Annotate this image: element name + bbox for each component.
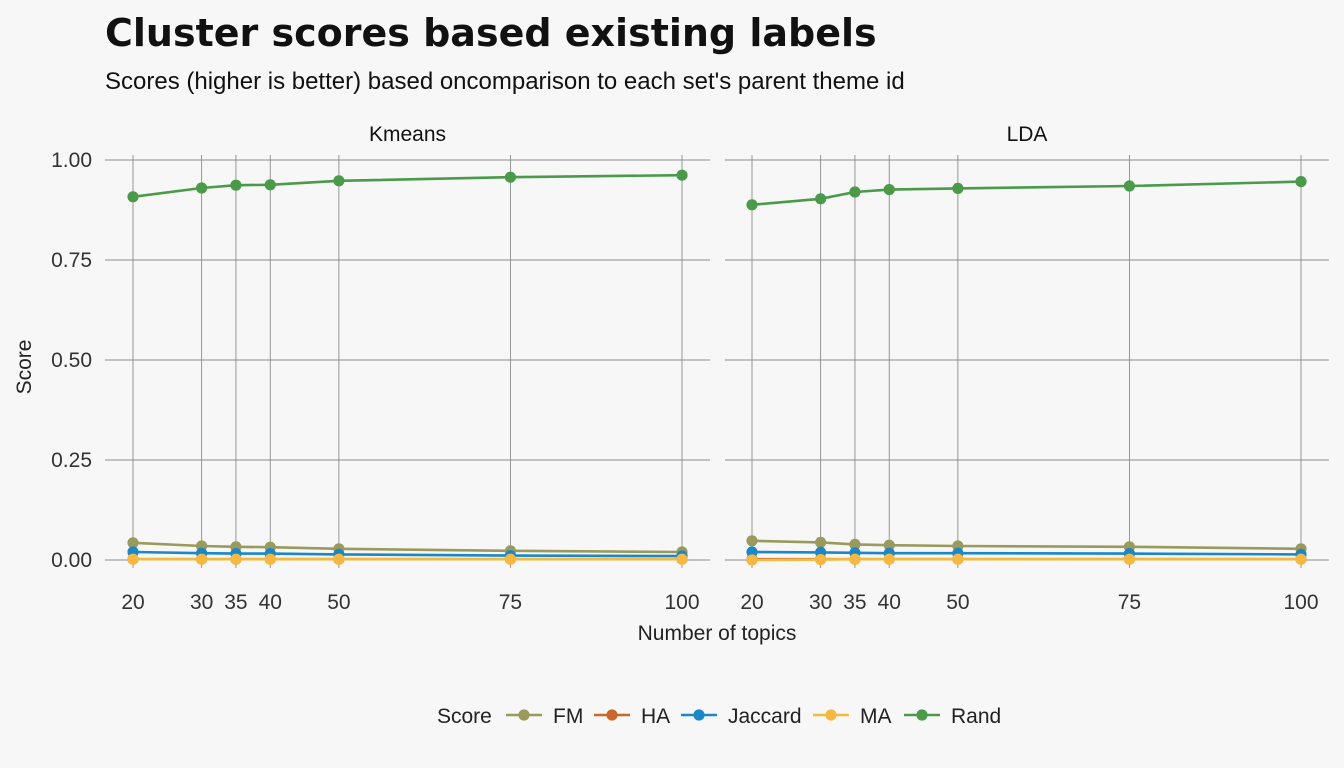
- y-tick-label: 0.50: [51, 349, 92, 372]
- legend-item-jaccard: Jaccard: [681, 705, 802, 728]
- series-line-ma: [751, 557, 1301, 562]
- x-tick-label: 50: [327, 591, 350, 614]
- data-point-ma: [952, 553, 964, 565]
- x-axis-title: Number of topics: [638, 622, 797, 645]
- data-point-fm: [127, 537, 139, 549]
- panel-label-kmeans: Kmeans: [369, 123, 446, 146]
- legend-label: HA: [641, 705, 670, 728]
- data-point-ma: [815, 554, 827, 566]
- legend-key-point: [825, 709, 837, 721]
- data-point-ma: [127, 553, 139, 565]
- legend-key-point: [916, 709, 928, 721]
- data-point-ma: [676, 553, 688, 565]
- panel-label-lda: LDA: [1007, 123, 1048, 146]
- data-point-ma: [1295, 553, 1307, 565]
- legend-item-rand: Rand: [904, 705, 1001, 728]
- legend-title: Score: [437, 705, 492, 728]
- facet-panels: Kmeans 20 30 35 40 50 75 100 LDA 20 30 35 40 50 75 100: [105, 123, 1329, 614]
- series-line-fm: [132, 541, 683, 554]
- legend-item-ma: MA: [813, 705, 892, 728]
- data-point-rand: [196, 182, 208, 194]
- y-tick-label: 0.00: [51, 549, 92, 572]
- data-point-rand: [264, 179, 276, 191]
- y-axis-title: Score: [13, 340, 36, 395]
- data-point-rand: [952, 182, 964, 194]
- x-tick-label: 20: [740, 591, 763, 614]
- x-tick-label: 100: [1283, 591, 1318, 614]
- y-axis: 0.00 0.25 0.50 0.75 1.00: [51, 149, 92, 572]
- data-point-ma: [196, 553, 208, 565]
- data-point-rand: [127, 191, 139, 203]
- data-point-ma: [333, 553, 345, 565]
- x-tick-label: 35: [224, 591, 247, 614]
- panel-lda: LDA 20 30 35 40 50 75 100: [725, 123, 1329, 614]
- x-tick-label: 35: [843, 591, 866, 614]
- data-point-ma: [264, 553, 276, 565]
- data-point-rand: [676, 169, 688, 181]
- legend-item-ha: HA: [594, 705, 670, 728]
- y-tick-label: 0.25: [51, 449, 92, 472]
- legend-key-point: [518, 709, 530, 721]
- x-tick-label: 75: [499, 591, 522, 614]
- data-point-rand: [883, 184, 895, 196]
- data-point-fm: [883, 539, 895, 551]
- data-point-fm: [849, 538, 861, 551]
- legend-label: FM: [553, 705, 583, 728]
- x-tick-label: 75: [1118, 591, 1141, 614]
- data-point-ma: [746, 554, 758, 566]
- y-tick-label: 0.75: [51, 249, 92, 272]
- chart-title: Cluster scores based existing labels: [105, 11, 877, 55]
- chart-subtitle: Scores (higher is better) based oncompar…: [105, 68, 905, 95]
- panel-kmeans: Kmeans 20 30 35 40 50 75 100: [105, 123, 710, 614]
- legend-item-fm: FM: [506, 705, 583, 728]
- data-point-jaccard: [746, 546, 758, 558]
- data-point-fm: [746, 535, 758, 547]
- x-tick-label: 40: [878, 591, 901, 614]
- series-line-fm: [751, 539, 1302, 551]
- data-point-ma: [1123, 553, 1136, 565]
- data-point-ma: [883, 553, 895, 565]
- series-line-rand: [751, 180, 1302, 207]
- x-tick-label: 40: [259, 591, 282, 614]
- data-point-rand: [746, 199, 758, 211]
- legend-key-point: [693, 709, 705, 721]
- data-point-rand: [504, 171, 517, 183]
- y-tick-label: 1.00: [51, 149, 92, 172]
- legend: Score FM HA Jaccard MA Rand: [437, 705, 1001, 728]
- legend-label: MA: [860, 705, 892, 728]
- data-point-rand: [333, 175, 345, 187]
- x-tick-label: 30: [809, 591, 832, 614]
- data-point-rand: [1295, 176, 1307, 188]
- data-point-ma: [504, 553, 517, 565]
- data-point-fm: [815, 536, 827, 549]
- data-point-rand: [849, 186, 861, 198]
- legend-label: Jaccard: [728, 705, 802, 728]
- data-point-ma: [849, 553, 861, 565]
- legend-key-point: [606, 709, 618, 721]
- data-point-rand: [1123, 180, 1136, 192]
- x-tick-label: 30: [190, 591, 213, 614]
- data-point-ma: [230, 553, 242, 565]
- data-point-rand: [815, 193, 827, 205]
- x-tick-label: 100: [664, 591, 699, 614]
- x-tick-label: 50: [946, 591, 969, 614]
- series-line-rand: [132, 173, 683, 199]
- series-line-jaccard: [751, 550, 1302, 556]
- data-point-rand: [230, 179, 242, 191]
- legend-label: Rand: [951, 705, 1001, 728]
- x-tick-label: 20: [121, 591, 144, 614]
